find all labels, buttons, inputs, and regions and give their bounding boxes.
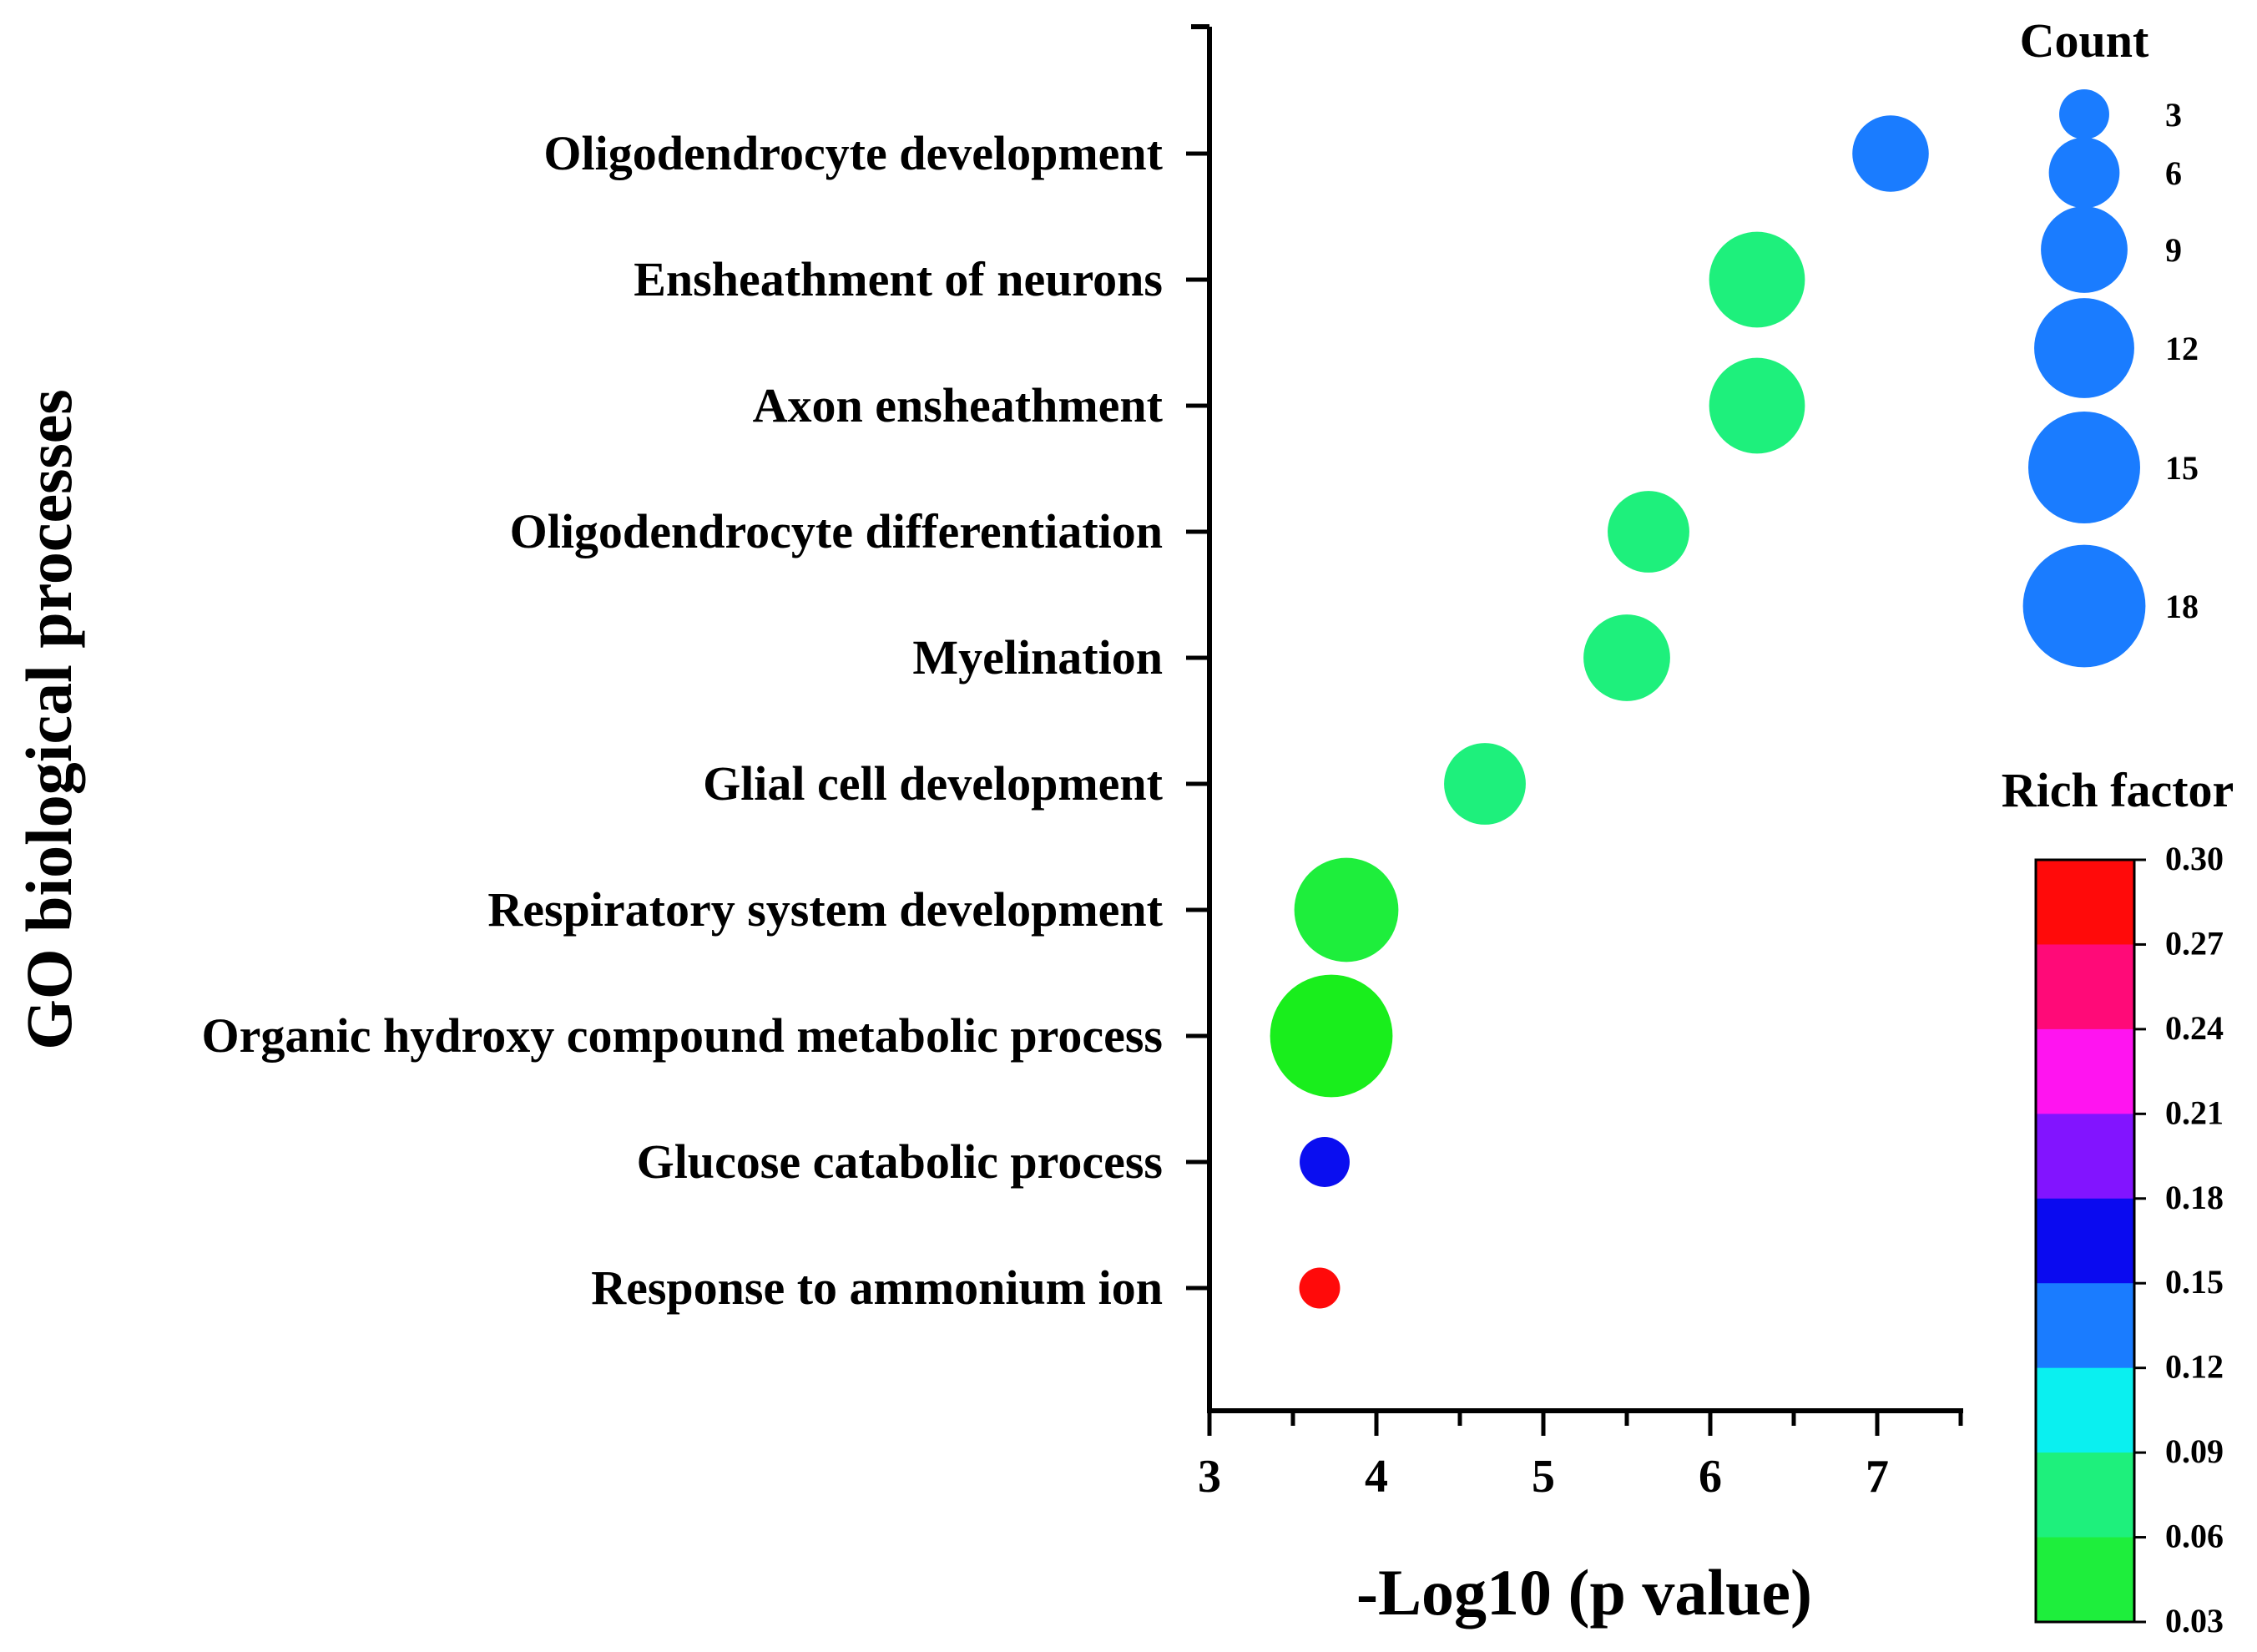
color-bar-border — [2034, 858, 2136, 1624]
category-label: Myelination — [912, 630, 1163, 685]
size-legend-bubble — [2027, 411, 2141, 524]
x-axis-title: -Log10 (p value) — [1356, 1556, 1812, 1629]
color-tick-label: 0.03 — [2165, 1602, 2224, 1639]
size-legend-label: 15 — [2165, 449, 2199, 487]
category-label: Axon ensheathment — [753, 378, 1164, 432]
color-band — [2036, 944, 2134, 1030]
data-bubble — [1294, 857, 1399, 962]
size-legend-label: 6 — [2165, 154, 2182, 192]
x-tick-label: 6 — [1699, 1451, 1722, 1503]
color-band — [2036, 1537, 2134, 1623]
color-band — [2036, 1283, 2134, 1369]
x-tick-label: 5 — [1532, 1451, 1555, 1503]
category-label: Glial cell development — [703, 756, 1164, 811]
size-legend-bubble — [2048, 137, 2120, 209]
category-label: Organic hydroxy compound metabolic proce… — [202, 1008, 1163, 1063]
category-label: Glucose catabolic process — [637, 1134, 1163, 1189]
category-label: Respiratory system development — [487, 882, 1163, 937]
color-tick-label: 0.21 — [2165, 1094, 2224, 1131]
color-tick-label: 0.06 — [2165, 1518, 2224, 1555]
size-legend-label: 9 — [2165, 231, 2182, 269]
color-band — [2036, 1452, 2134, 1538]
x-tick-label: 4 — [1365, 1451, 1388, 1503]
color-band — [2036, 860, 2134, 946]
size-legend-bubble — [2059, 89, 2109, 139]
data-bubble — [1608, 491, 1689, 573]
data-bubble — [1583, 614, 1670, 701]
data-bubble — [1709, 357, 1805, 454]
category-labels: Oligodendrocyte development Ensheathment … — [202, 126, 1164, 1315]
y-axis-title-group: GO biological processes — [13, 389, 85, 1050]
size-legend-bubble — [2034, 298, 2134, 398]
bubbles — [1270, 115, 1929, 1309]
color-tick-label: 0.18 — [2165, 1179, 2224, 1216]
size-legend-bubble — [2022, 544, 2146, 668]
data-bubble — [1300, 1137, 1350, 1187]
category-label: Oligodendrocyte differentiation — [510, 504, 1163, 558]
size-legend-label: 18 — [2165, 588, 2199, 625]
color-band — [2036, 1367, 2134, 1453]
color-band — [2036, 1198, 2134, 1284]
size-legend: 3 6 9 12 15 18 — [2022, 89, 2199, 668]
size-legend-label: 3 — [2165, 96, 2182, 134]
color-legend-title: Rich factor — [2002, 763, 2234, 817]
color-tick-label: 0.12 — [2165, 1348, 2224, 1386]
size-legend-label: 12 — [2165, 330, 2199, 367]
x-tick-label: 7 — [1866, 1451, 1889, 1503]
y-axis-title: GO biological processes — [13, 389, 85, 1050]
data-bubble — [1444, 743, 1526, 825]
size-legend-bubble — [2041, 206, 2128, 293]
color-legend: 0.30 0.27 0.24 0.21 0.18 0.15 0.12 0.09 0.06 0.03 — [2034, 840, 2224, 1639]
category-label: Response to ammonium ion — [591, 1260, 1163, 1315]
category-label: Ensheathment of neurons — [634, 252, 1163, 306]
color-tick-label: 0.09 — [2165, 1432, 2224, 1470]
color-tick-label: 0.27 — [2165, 924, 2224, 962]
data-bubble — [1852, 115, 1929, 192]
size-legend-title: Count — [2020, 13, 2149, 68]
axes — [1186, 24, 1963, 1436]
data-bubble — [1270, 974, 1393, 1098]
color-tick-label: 0.15 — [2165, 1263, 2224, 1301]
color-tick-label: 0.30 — [2165, 840, 2224, 877]
color-band — [2036, 1114, 2134, 1200]
color-band — [2036, 1028, 2134, 1114]
color-tick-label: 0.24 — [2165, 1009, 2224, 1047]
category-label: Oligodendrocyte development — [543, 126, 1163, 180]
x-tick-labels: 3 4 5 6 7 — [1198, 1451, 1889, 1503]
data-bubble — [1299, 1267, 1341, 1309]
data-bubble — [1709, 231, 1805, 328]
x-tick-label: 3 — [1198, 1451, 1221, 1503]
